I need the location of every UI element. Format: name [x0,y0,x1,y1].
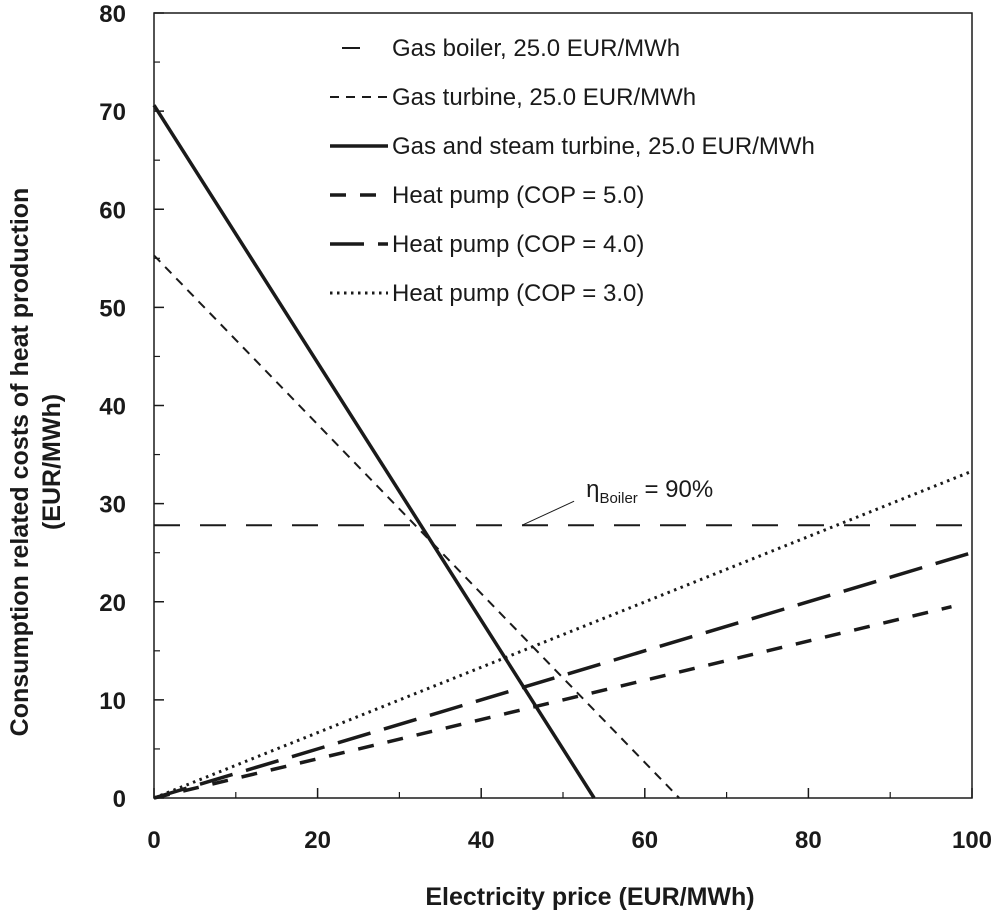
legend-label-1: Gas boiler, 25.0 EUR/MWh [392,35,680,62]
legend-label-4: Heat pump (COP = 5.0) [392,182,644,209]
x-tick-label: 80 [795,827,822,854]
y-tick-label: 0 [113,786,126,813]
y-tick-label: 20 [99,590,126,617]
y-tick-label: 50 [99,295,126,322]
y-axis-title-line2: (EUR/MWh) [38,394,66,530]
plot-frame [153,12,973,799]
series-line-4 [153,604,952,800]
legend-label-3: Gas and steam turbine, 25.0 EUR/MWh [392,133,815,160]
legend-label-2: Gas turbine, 25.0 EUR/MWh [392,84,696,111]
x-tick-label: 20 [304,827,331,854]
legend-label-6: Heat pump (COP = 3.0) [392,280,644,307]
annotation-value: = 90% [638,476,713,503]
series-line-5 [153,551,973,800]
y-tick-label: 70 [99,99,126,126]
y-tick-label: 60 [99,197,126,224]
annotation-text: ηBoiler = 90% [586,476,713,507]
legend-label-5: Heat pump (COP = 4.0) [392,231,644,258]
series-layer [152,104,973,800]
x-tick-label: 100 [952,827,992,854]
legend: Gas boiler, 25.0 EUR/MWh Gas turbine, 25.… [330,35,815,307]
y-tick-label: 40 [99,394,126,421]
y-tick-label: 10 [99,688,126,715]
annotation-leader-line [521,500,575,526]
x-tick-label: 40 [468,827,495,854]
y-tick-label: 80 [99,1,126,28]
series-line-3 [152,104,596,799]
x-axis-title: Electricity price (EUR/MWh) [425,883,754,911]
boiler-efficiency-annotation: ηBoiler = 90% [521,476,713,526]
annotation-subscript: Boiler [599,490,637,507]
annotation-symbol: η [586,476,599,503]
y-tick-label: 30 [99,492,126,519]
x-tick-label: 60 [631,827,658,854]
axis-ticks: 0 20 40 60 80 100 0 10 20 30 40 50 60 70 80 [99,1,992,854]
series-line-2 [153,254,680,799]
x-tick-label: 0 [147,827,160,854]
y-axis-title-line1: Consumption related costs of heat produc… [6,188,34,737]
